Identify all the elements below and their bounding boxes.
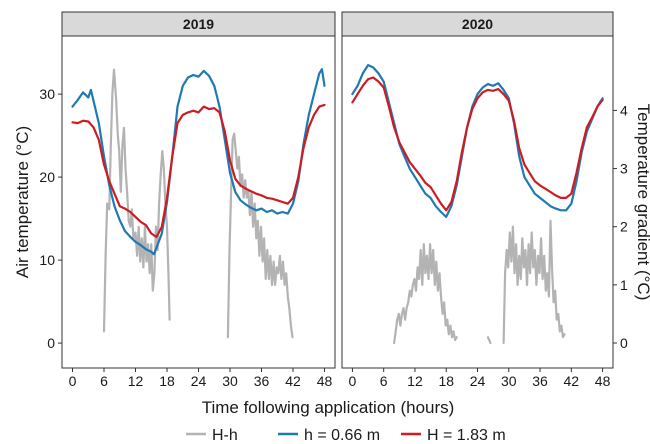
y-left-tick-label-30: 30 <box>39 86 55 102</box>
x-tick-label-0-p2: 0 <box>349 373 357 389</box>
series-line-h-1-83-m-2019-0 <box>71 103 326 238</box>
x-tick-label-36-p1: 36 <box>254 373 270 389</box>
panel-strip-2020 <box>341 11 614 37</box>
series-line-h-h-2019-0 <box>102 68 171 333</box>
x-tick-label-6-p2: 6 <box>380 373 388 389</box>
panel-2019: 2019 <box>61 11 336 369</box>
x-tick-label-12-p2: 12 <box>407 373 423 389</box>
series-line-h-1-83-m-2020-0 <box>351 76 604 212</box>
series-line-h-h-2020-1 <box>486 336 492 345</box>
panel-2020: 2020 <box>341 11 614 369</box>
series-line-h-0-66-m-2019-0 <box>71 68 326 256</box>
legend-label-h-0-66-m: h = 0.66 m <box>304 427 380 444</box>
y-axis-right-title: Temperature gradient (°C) <box>634 104 650 301</box>
x-tick-label-42-p2: 42 <box>564 373 580 389</box>
x-tick-label-12-p1: 12 <box>128 373 144 389</box>
x-tick-label-0-p1: 0 <box>69 373 77 389</box>
x-tick-label-18-p1: 18 <box>159 373 175 389</box>
series-line-h-h-2019-1 <box>226 132 294 339</box>
x-tick-label-42-p1: 42 <box>285 373 301 389</box>
x-tick-label-24-p2: 24 <box>470 373 486 389</box>
y-axis-left-title: Air temperature (°C) <box>13 126 32 278</box>
x-tick-label-18-p2: 18 <box>438 373 454 389</box>
series-group-2020 <box>351 63 604 345</box>
series-line-h-h-2020-0 <box>393 243 458 345</box>
x-tick-label-30-p1: 30 <box>222 373 238 389</box>
y-right-tick-label-0: 0 <box>620 335 628 351</box>
panel-title-2020: 2020 <box>462 16 493 32</box>
x-tick-label-30-p2: 30 <box>501 373 517 389</box>
y-left-tick-label-10: 10 <box>39 252 55 268</box>
y-left-tick-label-0: 0 <box>47 335 55 351</box>
x-axis-title: Time following application (hours) <box>202 398 455 417</box>
legend: H-h h = 0.66 m H = 1.83 m <box>186 427 506 444</box>
y-left-tick-label-20: 20 <box>39 169 55 185</box>
x-tick-label-48-p2: 48 <box>595 373 611 389</box>
axes-group: 0 6 12 18 24 30 36 42 48 0 6 12 18 24 30 36 42 4801020300… <box>39 86 628 389</box>
panel-title-2019: 2019 <box>183 16 214 32</box>
panel-strip-2019 <box>61 11 336 37</box>
y-right-tick-label-4: 4 <box>620 102 628 118</box>
legend-label-h-h: H-h <box>212 427 238 444</box>
x-tick-label-6-p1: 6 <box>100 373 108 389</box>
x-tick-label-24-p1: 24 <box>191 373 207 389</box>
x-tick-label-36-p2: 36 <box>532 373 548 389</box>
y-right-tick-label-2: 2 <box>620 219 628 235</box>
y-right-tick-label-1: 1 <box>620 277 628 293</box>
legend-label-h-1-83-m: H = 1.83 m <box>427 427 506 444</box>
y-right-tick-label-3: 3 <box>620 161 628 177</box>
x-tick-label-48-p1: 48 <box>317 373 333 389</box>
series-line-h-h-2020-2 <box>502 219 566 345</box>
series-group-2019 <box>71 68 326 339</box>
